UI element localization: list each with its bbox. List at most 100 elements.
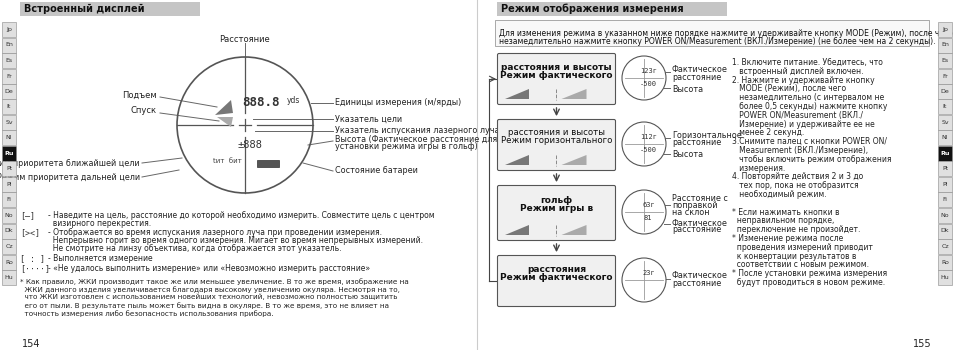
Text: Fi: Fi [7,197,11,203]
FancyBboxPatch shape [497,119,615,170]
Polygon shape [561,89,586,99]
Bar [2,270,16,285]
Bar [937,270,951,285]
Text: 2. Нажмите и удерживайте кнопку: 2. Нажмите и удерживайте кнопку [731,76,874,85]
Polygon shape [561,155,586,165]
FancyBboxPatch shape [497,54,615,105]
Text: тех пор, пока не отобразится: тех пор, пока не отобразится [731,181,858,190]
Polygon shape [504,89,529,99]
Text: Ro: Ro [5,259,13,265]
Text: [ : ]: [ : ] [20,254,45,263]
Text: tит  бит: tит бит [213,158,241,164]
Text: Не смотрите на линзу объектива, когда отображается этот указатель.: Не смотрите на линзу объектива, когда от… [48,244,341,253]
Text: Hu: Hu [5,275,13,280]
Text: Cz: Cz [5,244,12,249]
Text: к конвертации результатов в: к конвертации результатов в [731,252,856,261]
Bar [2,146,16,161]
Text: Фактическое: Фактическое [671,218,727,228]
Text: Sv: Sv [5,120,12,125]
Bar [937,254,951,270]
Text: Фактическое: Фактическое [671,65,727,75]
Text: - «Не удалось выполнить измерение» или «Невозможно измерить расстояние»: - «Не удалось выполнить измерение» или «… [48,264,370,273]
Bar [2,161,16,176]
Polygon shape [214,100,233,115]
Bar [2,224,16,238]
Polygon shape [504,225,529,235]
Text: Режим горизонтального: Режим горизонтального [500,136,612,146]
Text: yds: yds [287,97,300,105]
Text: Pt: Pt [941,167,947,172]
Text: Расстояние с: Расстояние с [671,195,727,203]
Polygon shape [561,225,586,235]
Text: Режим фактического: Режим фактического [499,70,612,79]
Text: поправкой: поправкой [671,202,717,210]
Text: -500: -500 [639,81,656,87]
Text: Hu: Hu [940,275,948,280]
Text: Высота: Высота [671,84,702,93]
Text: Fr: Fr [6,74,11,78]
Bar [937,208,951,223]
Text: ЖКИ данного изделия увеличивается благодаря высокому увеличению окуляра. Несмотр: ЖКИ данного изделия увеличивается благод… [20,286,399,293]
Bar [937,224,951,238]
Text: - Отображается во время испускания лазерного луча при проведении измерения.: - Отображается во время испускания лазер… [48,228,381,237]
Text: 123г: 123г [639,68,657,74]
Text: Режим отображения измерения: Режим отображения измерения [500,4,683,14]
Text: 81: 81 [643,215,652,221]
Text: Указатель испускания лазерного луча: Указатель испускания лазерного луча [335,126,499,135]
Text: No: No [5,213,13,218]
Text: * Изменение режима после: * Изменение режима после [731,234,842,243]
Text: Горизонтальное: Горизонтальное [671,132,741,140]
FancyBboxPatch shape [497,256,615,307]
Bar [937,22,951,37]
Text: Jp: Jp [6,27,12,32]
Text: Высота: Высота [671,150,702,160]
Text: Расстояние: Расстояние [219,35,270,43]
Text: 4. Повторяйте действия 2 и 3 до: 4. Повторяйте действия 2 и 3 до [731,173,862,181]
Text: Указатель цели: Указатель цели [335,114,402,124]
Text: Fr: Fr [942,74,947,78]
Text: - Наведите на цель, расстояние до которой необходимо измерить. Совместите цель с: - Наведите на цель, расстояние до которо… [48,211,435,220]
Bar [2,37,16,52]
Bar [937,69,951,84]
Text: расстояние: расстояние [671,225,720,234]
Text: Nl: Nl [6,135,12,140]
Bar [937,37,951,52]
Text: Dk: Dk [5,229,13,233]
Text: на склон: на склон [671,209,709,217]
Text: Nl: Nl [941,135,947,140]
Bar [2,254,16,270]
Text: En: En [5,42,13,48]
Text: чтобы включить режим отображения: чтобы включить режим отображения [731,155,890,164]
Text: Состояние батареи: Состояние батареи [335,167,417,175]
Text: Режим фактического: Режим фактического [499,273,612,281]
Bar [2,84,16,99]
Text: Jp: Jp [941,27,947,32]
Text: что ЖКИ изготовлен с использованием новейших технологий, невозможно полностью за: что ЖКИ изготовлен с использованием нове… [20,294,397,301]
Bar [256,160,278,167]
Text: Dk: Dk [940,229,948,233]
Bar [937,131,951,146]
Bar [937,161,951,176]
Text: расстояние: расстояние [671,279,720,287]
Text: Единицы измерения (м/ярды): Единицы измерения (м/ярды) [335,98,460,107]
Circle shape [621,258,665,302]
Text: 112г: 112г [639,134,657,140]
Text: измерения.: измерения. [731,163,784,173]
Text: незамедлительно (с интервалом не: незамедлительно (с интервалом не [731,93,883,102]
Bar [2,115,16,130]
Text: De: De [940,89,948,94]
Text: Измерение) и удерживайте ее не: Измерение) и удерживайте ее не [731,120,874,128]
Text: Measurement (ВКЛ./Измерение),: Measurement (ВКЛ./Измерение), [731,146,867,155]
FancyBboxPatch shape [497,186,615,240]
Text: [><]: [><] [20,228,40,237]
Text: неправильном порядке,: неправильном порядке, [731,216,834,225]
Circle shape [621,122,665,166]
Text: Pt: Pt [6,167,12,172]
Text: расстояния и высоты: расстояния и высоты [507,128,604,138]
Text: POWER ON/Measurement (ВКЛ./: POWER ON/Measurement (ВКЛ./ [731,111,862,120]
Bar [2,22,16,37]
Text: 155: 155 [912,339,931,349]
Bar [495,20,928,46]
Text: визирного перекрестия.: визирного перекрестия. [48,219,151,228]
Text: [—]: [—] [20,211,35,220]
